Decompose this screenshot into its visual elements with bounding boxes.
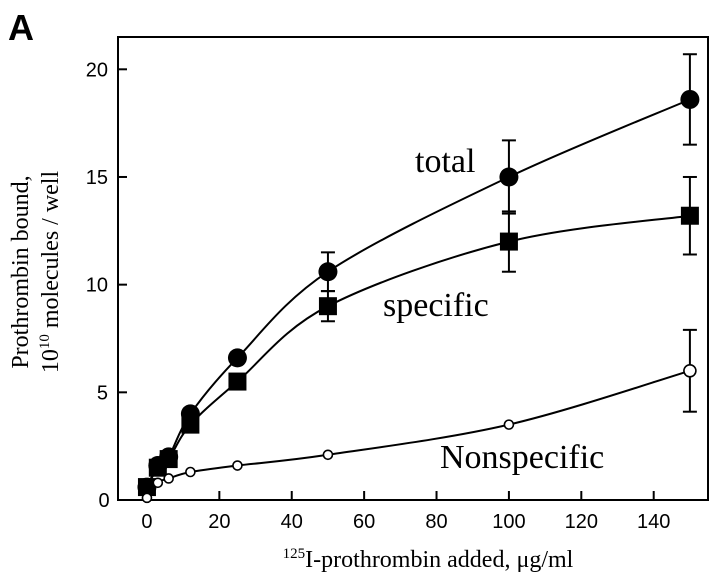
y-tick-label: 15 xyxy=(86,167,108,189)
x-tick-label: 0 xyxy=(141,511,152,533)
y-axis-title-line1: Prothrombin bound, xyxy=(8,175,34,368)
data-point-nonspecific xyxy=(503,419,515,430)
y-axis-title-line2: 1010 molecules / well xyxy=(37,171,64,374)
series-label-nonspecific: Nonspecific xyxy=(440,439,604,476)
x-axis-title: 125I-prothrombin added, μg/ml xyxy=(283,546,574,573)
series-nonspecific xyxy=(141,328,697,504)
data-point-nonspecific xyxy=(152,477,164,489)
x-tick-label: 100 xyxy=(492,511,525,533)
series-label-specific: specific xyxy=(383,287,489,324)
data-series xyxy=(137,53,700,504)
data-point-specific xyxy=(499,232,518,251)
plot-frame xyxy=(117,36,709,501)
y-tick-label: 10 xyxy=(86,275,108,297)
x-tick-label: 20 xyxy=(208,511,230,533)
data-point-total xyxy=(499,167,519,187)
x-tick-label: 120 xyxy=(565,511,598,533)
x-tick-label: 140 xyxy=(637,511,670,533)
series-label-total: total xyxy=(415,143,475,180)
data-point-nonspecific xyxy=(322,449,334,461)
panel-label: A xyxy=(8,7,34,48)
series-line-specific xyxy=(146,214,691,488)
data-point-specific xyxy=(318,297,337,316)
data-point-total xyxy=(680,89,700,109)
data-point-nonspecific xyxy=(232,460,243,471)
axis-tick-labels: 0 20 40 60 80 100 120 140 5 10 15 20 0 xyxy=(86,59,671,533)
x-tick-label: 60 xyxy=(353,511,375,533)
y-tick-label: 5 xyxy=(97,382,108,404)
data-point-nonspecific xyxy=(683,363,697,378)
series-specific xyxy=(137,175,699,497)
y-axis-title: Prothrombin bound, 1010 molecules / well xyxy=(8,171,64,374)
origin-tick-label: 0 xyxy=(98,490,109,512)
data-point-total xyxy=(318,262,338,282)
x-tick-label: 40 xyxy=(281,511,303,533)
data-point-nonspecific xyxy=(141,492,153,504)
data-point-total xyxy=(227,348,247,368)
data-point-specific xyxy=(228,372,247,391)
y-tick-label: 20 xyxy=(86,59,108,81)
data-point-specific xyxy=(159,450,178,469)
series-total xyxy=(137,53,700,497)
data-point-specific xyxy=(680,206,699,225)
data-point-nonspecific xyxy=(185,466,196,478)
data-point-specific xyxy=(181,415,200,434)
x-tick-label: 80 xyxy=(425,511,447,533)
axis-ticks xyxy=(118,68,655,500)
data-point-nonspecific xyxy=(163,473,174,484)
